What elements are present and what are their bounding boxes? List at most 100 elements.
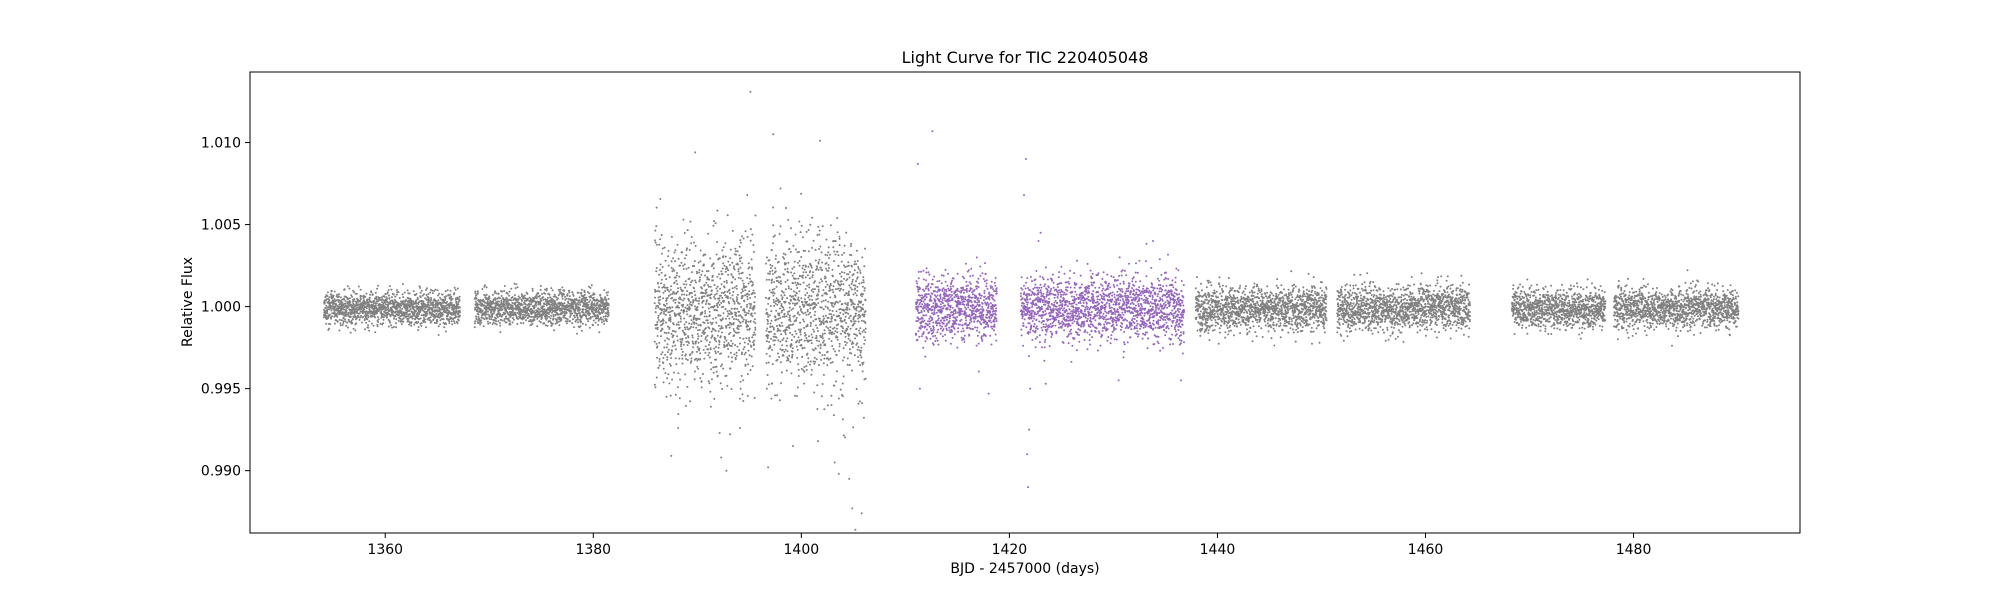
flux-point-gray: [848, 294, 851, 296]
flux-point-gray: [424, 321, 427, 323]
flux-point-gray: [419, 286, 422, 289]
flux-point-gray: [692, 346, 695, 349]
flux-point-gray: [325, 298, 328, 301]
flux-point-gray: [754, 326, 757, 329]
flux-point-gray: [836, 231, 839, 234]
flux-point-gray: [442, 318, 445, 321]
flux-point-gray: [409, 313, 411, 316]
flux-point-gray: [591, 315, 594, 318]
flux-point-gray: [836, 336, 839, 339]
flux-point-gray: [706, 319, 709, 322]
flux-point-gray: [703, 315, 706, 318]
flux-point-gray: [585, 314, 588, 317]
flux-point-gray: [849, 245, 852, 247]
flux-point-gray: [697, 329, 699, 332]
flux-point-gray: [489, 321, 492, 324]
flux-point-gray: [350, 320, 353, 322]
flux-point-gray: [808, 294, 811, 297]
flux-point-gray: [696, 337, 699, 340]
flux-point-gray: [569, 320, 571, 323]
flux-point-gray: [678, 306, 680, 309]
flux-point-gray: [766, 313, 769, 316]
flux-point-gray: [375, 298, 378, 301]
flux-point-gray: [748, 327, 751, 330]
flux-point-gray: [514, 311, 517, 314]
flux-point-gray: [669, 364, 672, 367]
flux-point-gray: [473, 326, 476, 329]
flux-point-gray: [806, 308, 809, 311]
flux-point-gray: [826, 254, 829, 257]
flux-point-gray: [501, 308, 504, 311]
flux-point-gray: [703, 357, 706, 360]
flux-point-gray: [330, 289, 333, 292]
flux-point-gray: [598, 331, 601, 334]
flux-point-gray: [826, 350, 829, 353]
flux-point-gray: [790, 372, 793, 375]
flux-point-gray: [850, 282, 853, 285]
flux-point-gray: [770, 330, 773, 333]
flux-point-gray: [821, 280, 824, 283]
flux-point-gray: [847, 261, 850, 264]
flux-point-gray: [809, 270, 812, 273]
flux-point-gray: [494, 298, 497, 301]
flux-point-gray: [748, 273, 751, 276]
flux-point-gray: [577, 318, 580, 321]
flux-point-gray: [669, 314, 671, 317]
flux-point-gray: [707, 354, 710, 357]
flux-point-gray: [385, 316, 388, 319]
flux-point-gray: [697, 261, 700, 264]
flux-point-gray: [850, 303, 853, 306]
flux-point-gray: [388, 297, 391, 300]
flux-point-gray: [836, 331, 839, 334]
flux-point-gray: [785, 329, 788, 331]
flux-point-gray: [453, 322, 456, 325]
flux-point-gray: [702, 299, 705, 302]
flux-point-gray: [523, 294, 526, 297]
flux-point-gray: [793, 314, 796, 317]
flux-point-gray: [353, 298, 356, 300]
flux-point-gray: [735, 351, 738, 354]
flux-point-gray: [799, 231, 802, 234]
flux-point-gray: [841, 395, 844, 398]
flux-point-gray: [775, 309, 778, 312]
flux-point-gray: [693, 321, 696, 324]
flux-point-gray: [743, 353, 746, 356]
flux-point-gray: [547, 313, 550, 316]
flux-point-gray: [773, 234, 776, 237]
flux-point-gray: [797, 368, 800, 371]
flux-point-gray: [831, 275, 834, 278]
flux-point-gray: [475, 297, 478, 300]
flux-point-gray: [326, 295, 329, 298]
flux-point-gray: [820, 358, 823, 361]
flux-point-gray: [660, 282, 663, 285]
flux-point-gray: [740, 291, 743, 294]
flux-point-gray: [754, 322, 757, 325]
flux-point-gray: [707, 380, 710, 383]
flux-point-gray: [732, 290, 735, 293]
flux-point-gray: [815, 324, 817, 327]
flux-point-gray: [801, 355, 804, 358]
flux-point-gray: [835, 354, 838, 357]
flux-point-gray: [727, 323, 730, 326]
flux-point-gray: [700, 380, 703, 383]
flux-point-gray: [831, 361, 834, 364]
flux-point-gray: [787, 218, 790, 221]
flux-point-gray: [833, 332, 835, 335]
flux-point-gray: [351, 295, 353, 298]
flux-point-gray: [423, 293, 425, 296]
flux-point-gray: [420, 324, 423, 327]
flux-point-gray: [574, 309, 577, 312]
flux-point-gray: [376, 325, 379, 328]
flux-point-gray: [383, 295, 386, 298]
flux-point-gray: [724, 337, 727, 340]
flux-point-gray: [699, 352, 702, 355]
flux-point-gray: [754, 333, 757, 336]
flux-point-gray: [537, 292, 540, 295]
flux-point-gray: [504, 312, 507, 315]
flux-point-gray: [729, 257, 732, 260]
flux-point-gray: [691, 271, 693, 274]
flux-point-gray: [853, 354, 856, 357]
flux-point-gray: [593, 293, 596, 296]
flux-point-gray: [411, 315, 413, 318]
